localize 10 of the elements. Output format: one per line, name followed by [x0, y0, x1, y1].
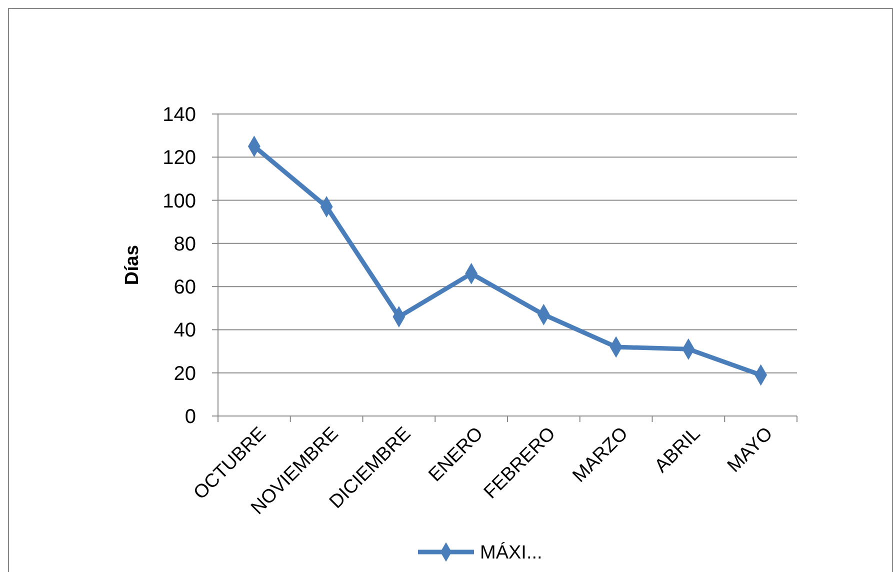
y-tick-label: 80: [174, 233, 196, 256]
y-tick-label: 120: [162, 147, 196, 170]
legend-label: MÁXI...: [480, 542, 542, 564]
y-tick-label: 20: [174, 362, 196, 385]
y-tick-label: 40: [174, 320, 196, 342]
y-tick-label: 0: [184, 406, 196, 428]
y-tick-label: 140: [162, 104, 196, 126]
y-tick-label: 60: [174, 276, 196, 299]
y-axis-title: Días: [122, 244, 143, 286]
y-tick-label: 100: [162, 190, 196, 212]
